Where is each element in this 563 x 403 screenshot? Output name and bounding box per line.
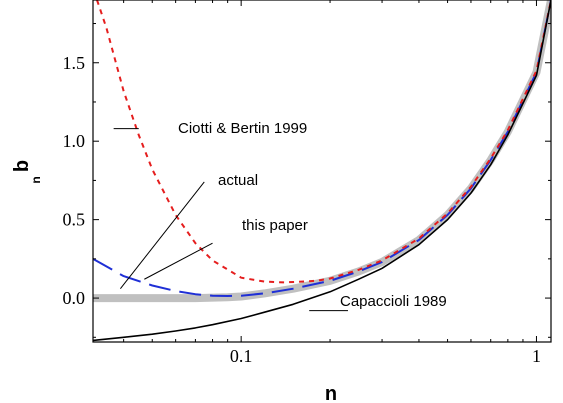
y-tick-label: 0.5 bbox=[63, 210, 86, 230]
series-line-ciotti-bertin-1999 bbox=[96, 0, 551, 284]
y-axis-label: b bbox=[11, 160, 33, 172]
annotation-actual: actual bbox=[218, 172, 258, 189]
axis-ticks: 0.0 0.5 1.0 1.5 0.1 1 bbox=[63, 0, 551, 366]
annotation-leader-2 bbox=[144, 242, 213, 280]
y-axis-label-subscript: n bbox=[29, 176, 43, 183]
annotation-ciotti-bertin: Ciotti & Bertin 1999 bbox=[178, 120, 307, 137]
y-axis-label-group: b n bbox=[11, 160, 43, 184]
plot-lines bbox=[93, 0, 551, 342]
plot-frame bbox=[92, 0, 552, 343]
series-line-this-paper bbox=[93, 0, 551, 297]
y-tick-label: 1.5 bbox=[63, 53, 86, 73]
y-tick-label: 0.0 bbox=[63, 288, 86, 308]
x-axis-label: n bbox=[325, 383, 337, 403]
x-tick-label: 0.1 bbox=[230, 346, 253, 366]
series-line-capaccioli-1989 bbox=[93, 0, 551, 342]
annotation-this-paper: this paper bbox=[242, 217, 308, 234]
annotation-leaders bbox=[113, 128, 348, 312]
x-tick-label: 1 bbox=[532, 346, 541, 366]
series-line-actual bbox=[93, 0, 551, 303]
annotation-capaccioli: Capaccioli 1989 bbox=[340, 293, 447, 310]
y-tick-label: 1.0 bbox=[63, 131, 86, 151]
annotation-leader-1 bbox=[119, 181, 205, 289]
